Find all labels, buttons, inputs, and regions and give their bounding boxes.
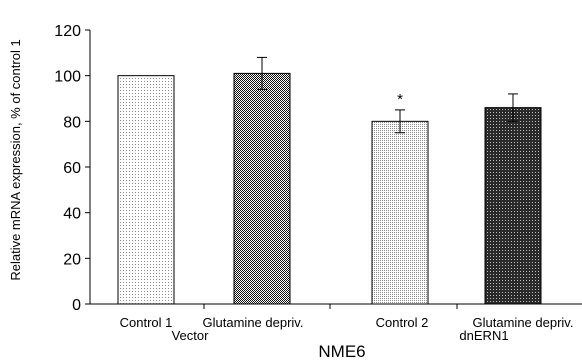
y-tick-label: 120 (54, 23, 81, 40)
y-tick-label: 0 (72, 297, 81, 314)
x-tick-label: Control 1 (120, 315, 173, 330)
y-tick-label: 60 (63, 160, 81, 177)
group-labels: Vector dnERN1 (172, 328, 509, 343)
bar (371, 120, 429, 305)
bars: * (117, 56, 542, 305)
y-tick-label: 100 (54, 69, 81, 86)
bar (233, 72, 291, 305)
y-tick-label: 20 (63, 251, 81, 268)
x-axis-label: NME6 (318, 342, 365, 361)
x-tick-labels: Control 1 Glutamine depriv. Control 2 Gluta… (120, 304, 574, 330)
significance-marker: * (397, 91, 403, 108)
x-tick-label: Glutamine depriv. (473, 315, 574, 330)
group-label: Vector (172, 328, 210, 343)
y-tick-label: 40 (63, 206, 81, 223)
y-tick-label: 80 (63, 114, 81, 131)
group-label: dnERN1 (459, 328, 508, 343)
bar (484, 107, 542, 305)
bar (117, 75, 175, 305)
x-tick-label: Glutamine depriv. (203, 315, 304, 330)
x-tick-label: Control 2 (376, 315, 429, 330)
y-ticks: 0 20 40 60 80 100 120 (54, 23, 90, 314)
y-axis-label: Relative mRNA expression, % of control 1 (8, 39, 23, 280)
